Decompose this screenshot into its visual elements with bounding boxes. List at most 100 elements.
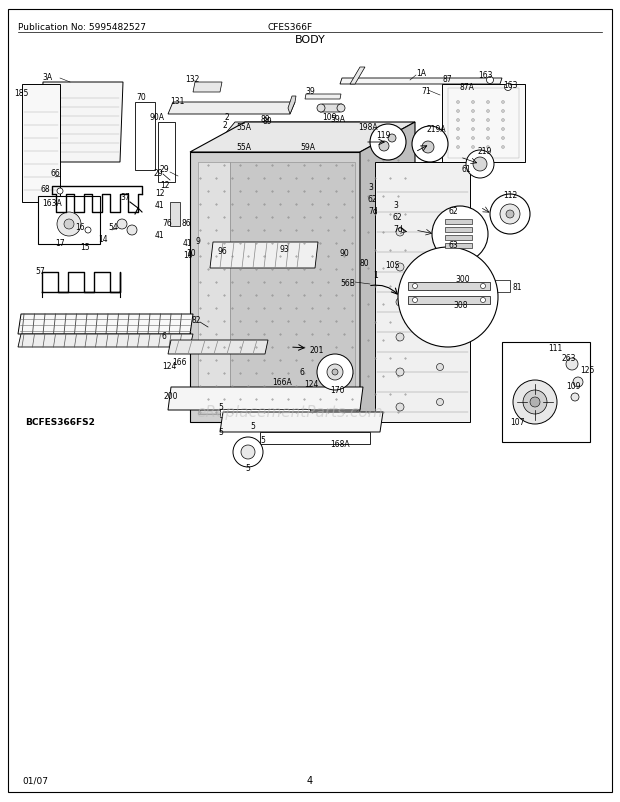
Text: 61: 61 <box>462 164 472 173</box>
Circle shape <box>332 370 338 375</box>
Text: 263: 263 <box>562 354 577 363</box>
Polygon shape <box>350 68 365 85</box>
Polygon shape <box>408 297 490 305</box>
Text: 96: 96 <box>218 246 228 255</box>
Text: 201: 201 <box>310 346 324 355</box>
Circle shape <box>233 437 263 468</box>
Polygon shape <box>190 123 415 153</box>
Circle shape <box>436 399 443 406</box>
Text: 200: 200 <box>163 392 177 401</box>
Text: 4: 4 <box>307 775 313 785</box>
Polygon shape <box>442 85 525 163</box>
Text: 132: 132 <box>185 75 200 83</box>
Text: 15: 15 <box>80 242 90 251</box>
Text: 57: 57 <box>35 266 45 275</box>
Text: 14: 14 <box>98 234 108 243</box>
Text: 12: 12 <box>155 188 164 197</box>
Circle shape <box>573 378 583 387</box>
Text: 166A: 166A <box>272 378 292 387</box>
Polygon shape <box>445 244 472 249</box>
Text: 90: 90 <box>340 248 350 257</box>
Text: 1: 1 <box>373 270 378 279</box>
Circle shape <box>487 137 490 140</box>
Text: 109: 109 <box>322 113 337 123</box>
Text: 111: 111 <box>548 344 562 353</box>
Polygon shape <box>168 341 268 354</box>
Polygon shape <box>22 85 60 203</box>
Text: 89: 89 <box>263 116 273 125</box>
Text: Publication No: 5995482527: Publication No: 5995482527 <box>18 22 146 31</box>
Circle shape <box>530 398 540 407</box>
Text: 55A: 55A <box>236 144 251 152</box>
Circle shape <box>487 128 490 132</box>
Text: 185: 185 <box>14 88 29 97</box>
Polygon shape <box>260 125 278 135</box>
Text: 41: 41 <box>155 200 165 209</box>
Text: 168A: 168A <box>330 440 350 449</box>
Polygon shape <box>445 236 472 241</box>
Polygon shape <box>445 228 472 233</box>
Text: 163A: 163A <box>42 198 62 207</box>
Text: 219: 219 <box>478 148 492 156</box>
Circle shape <box>502 119 505 123</box>
Polygon shape <box>135 103 155 171</box>
Text: 29: 29 <box>160 164 170 173</box>
Circle shape <box>506 211 514 219</box>
Circle shape <box>337 105 345 113</box>
Circle shape <box>456 137 459 140</box>
Text: 71: 71 <box>421 87 431 95</box>
Polygon shape <box>237 135 288 143</box>
Circle shape <box>412 298 417 303</box>
Text: 3: 3 <box>393 200 398 209</box>
Text: 41: 41 <box>183 238 193 247</box>
Text: 3: 3 <box>368 184 373 192</box>
Circle shape <box>127 225 137 236</box>
Circle shape <box>456 111 459 113</box>
Text: 10S: 10S <box>385 260 399 269</box>
Circle shape <box>487 101 490 104</box>
Text: 62: 62 <box>368 195 378 205</box>
Circle shape <box>64 220 74 229</box>
Circle shape <box>502 128 505 132</box>
Circle shape <box>241 445 255 460</box>
Text: 198A: 198A <box>358 124 378 132</box>
Text: 90A: 90A <box>150 112 165 121</box>
Text: 300: 300 <box>455 275 469 284</box>
Polygon shape <box>230 163 355 415</box>
Text: 10: 10 <box>183 250 193 259</box>
Text: 62: 62 <box>393 213 402 221</box>
Text: 93: 93 <box>280 244 290 253</box>
Polygon shape <box>198 407 360 415</box>
Circle shape <box>412 127 448 163</box>
Text: 01/07: 01/07 <box>22 776 48 784</box>
Text: eReplacementParts.com: eReplacementParts.com <box>197 405 383 420</box>
Circle shape <box>436 364 443 371</box>
Polygon shape <box>220 412 383 432</box>
Polygon shape <box>492 281 510 293</box>
Text: 6: 6 <box>162 332 167 341</box>
Text: 29: 29 <box>153 168 162 177</box>
Text: 2: 2 <box>225 112 230 121</box>
Text: 12: 12 <box>160 180 169 189</box>
Text: 131: 131 <box>170 97 184 107</box>
Circle shape <box>317 354 353 391</box>
Polygon shape <box>445 220 472 225</box>
Polygon shape <box>190 153 360 423</box>
Circle shape <box>422 142 434 154</box>
Circle shape <box>471 137 474 140</box>
Text: 87A: 87A <box>460 83 475 92</box>
Text: 68: 68 <box>40 184 50 193</box>
Circle shape <box>502 111 505 113</box>
Text: 3A: 3A <box>42 72 52 81</box>
Text: 163: 163 <box>478 71 492 79</box>
Polygon shape <box>375 163 470 423</box>
Text: 2: 2 <box>223 121 228 131</box>
Text: 124: 124 <box>304 380 319 389</box>
Text: 55A: 55A <box>236 123 251 132</box>
Circle shape <box>412 284 417 290</box>
Text: 5: 5 <box>250 422 255 431</box>
Text: 54: 54 <box>108 223 118 233</box>
Text: 86: 86 <box>182 218 192 227</box>
Circle shape <box>388 135 396 143</box>
Circle shape <box>487 119 490 123</box>
